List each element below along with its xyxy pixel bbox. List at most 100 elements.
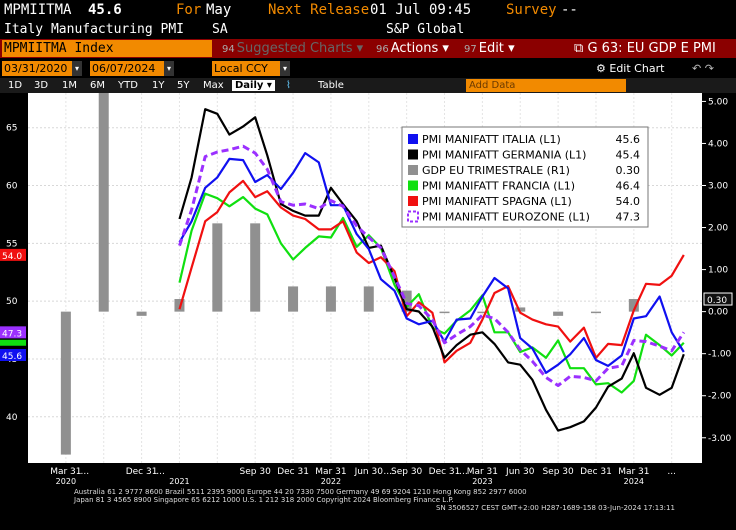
legend-swatch-germania — [408, 149, 418, 160]
gdp-bar — [363, 286, 374, 312]
last-value: 45.6 — [88, 2, 122, 18]
actions-button[interactable]: 96 Actions ▾ — [376, 41, 449, 56]
security-field[interactable]: MPMIITMA Index — [2, 40, 212, 57]
add-data-field[interactable]: Add Data — [466, 79, 626, 92]
last-value-tag — [703, 292, 733, 306]
legend-label: PMI MANIFATT EUROZONE (L1) — [422, 211, 590, 224]
right-tick-label: -3.00 — [708, 434, 732, 444]
chevron-down-icon: ▾ — [508, 41, 515, 56]
legend-value: 47.3 — [616, 211, 641, 224]
pmi-chart[interactable]: 404550556065 5.004.003.002.001.000.00-1.… — [0, 93, 736, 487]
currency-field[interactable]: Local CCY — [212, 61, 280, 76]
last-value-tag-label: 47.3 — [2, 329, 22, 339]
year-label: 2023 — [472, 477, 492, 486]
period-3d[interactable]: 3D — [34, 80, 49, 91]
period-1m[interactable]: 1M — [62, 80, 77, 91]
x-axis: Mar 31... Dec 31... Sep 30 Dec 31 Mar 31 Jun … — [50, 467, 676, 486]
for-period: May — [206, 2, 232, 18]
period-5y[interactable]: 5Y — [177, 80, 190, 91]
legend-swatch-eurozone — [407, 210, 419, 223]
period-1y[interactable]: 1Y — [152, 80, 165, 91]
legend-label: PMI MANIFATT ITALIA (L1) — [422, 133, 561, 146]
frequency-dropdown[interactable]: Daily ▾ — [232, 79, 275, 92]
period-1d[interactable]: 1D — [8, 80, 23, 91]
legend-swatch-italia — [408, 134, 418, 144]
year-label: 2021 — [169, 477, 189, 486]
legend-value: 45.6 — [616, 133, 641, 146]
adjustment: SA — [212, 22, 228, 37]
end-date-field[interactable]: 06/07/2024 — [90, 61, 164, 76]
edit-button[interactable]: 97 Edit ▾ — [464, 41, 515, 56]
x-tick-label: Jun 30 — [505, 467, 535, 477]
last-value-tag — [0, 326, 26, 339]
left-tick-label: 50 — [6, 297, 18, 307]
legend-label: PMI MANIFATT SPAGNA (L1) — [422, 195, 572, 208]
gdp-bar — [212, 223, 223, 312]
gdp-bar — [60, 311, 71, 455]
header-row: MPMIITMA 45.6 For May Next Release 01 Ju… — [0, 0, 736, 21]
line-chart-icon[interactable]: ⌇ — [286, 80, 291, 91]
series-line-spagna — [178, 179, 685, 364]
survey-label: Survey — [506, 2, 557, 18]
table-button[interactable]: Table — [318, 80, 344, 91]
left-tick-label: 60 — [6, 182, 18, 192]
ticker: MPMIITMA — [4, 2, 72, 18]
start-date-dropdown-icon[interactable]: ▾ — [72, 61, 82, 76]
gdp-bar — [515, 307, 526, 312]
right-tick-label: -2.00 — [708, 392, 732, 402]
x-tick-label: Sep 30 — [391, 467, 423, 477]
left-tick-label: 55 — [6, 239, 17, 249]
x-tick-label: Mar 31 — [315, 467, 346, 477]
currency-dropdown-icon[interactable]: ▾ — [280, 61, 290, 76]
gdp-bar — [628, 299, 639, 312]
footer-line-2: Japan 81 3 4565 8900 Singapore 65 6212 1… — [74, 496, 454, 504]
legend: PMI MANIFATT ITALIA (L1) 45.6 PMI MANIFATT… — [401, 126, 649, 228]
legend-value: 54.0 — [616, 195, 641, 208]
date-range-row: 03/31/2020 ▾ 06/07/2024 ▾ Local CCY ▾ ⚙ … — [0, 60, 736, 77]
last-value-tag — [0, 349, 26, 361]
period-row: 1D 3D 1M 6M YTD 1Y 5Y Max Daily ▾ ⌇ Tabl… — [0, 78, 736, 93]
legend-label: GDP EU TRIMESTRALE (R1) — [422, 164, 570, 177]
period-max[interactable]: Max — [203, 80, 224, 91]
gdp-bar — [439, 311, 450, 314]
series-line-germania — [178, 108, 685, 432]
x-tick-label: Sep 30 — [542, 467, 574, 477]
period-ytd[interactable]: YTD — [118, 80, 138, 91]
right-tick-label: 2.00 — [708, 224, 728, 234]
period-6m[interactable]: 6M — [90, 80, 105, 91]
last-value-tag — [0, 248, 26, 261]
legend-label: PMI MANIFATT FRANCIA (L1) — [422, 180, 575, 193]
series-line-eurozone — [178, 144, 686, 387]
gdp-bars — [60, 93, 639, 455]
edit-chart-button[interactable]: ⚙ Edit Chart — [596, 62, 665, 75]
chart-title-button[interactable]: ⧉ G 63: EU GDP E PMI — [574, 41, 716, 56]
right-tick-label: -1.00 — [708, 350, 732, 360]
x-tick-label: Jun 30 — [354, 467, 384, 477]
gdp-bar — [250, 223, 261, 312]
next-release-label: Next Release — [268, 2, 370, 18]
description: Italy Manufacturing PMI — [4, 22, 185, 37]
francia-tag — [0, 339, 26, 346]
gdp-bar — [590, 311, 601, 314]
gdp-bar — [98, 93, 109, 312]
suggested-charts-button[interactable]: 94 Suggested Charts ▾ — [222, 41, 364, 56]
gdp-bar — [553, 311, 564, 316]
left-tick-label: 65 — [6, 124, 17, 134]
next-release-date: 01 Jul 09:45 — [370, 2, 472, 18]
gdp-bar — [477, 311, 488, 314]
x-tick-label: Dec 31 — [580, 467, 612, 477]
end-date-dropdown-icon[interactable]: ▾ — [164, 61, 174, 76]
legend-value: 45.4 — [616, 149, 641, 162]
x-tick-label: ... — [383, 467, 392, 477]
start-date-field[interactable]: 03/31/2020 — [2, 61, 72, 76]
right-tick-label: 4.00 — [708, 139, 728, 149]
series-lines — [178, 108, 686, 432]
left-tick-label: 40 — [6, 413, 18, 423]
x-tick-label: ... — [459, 467, 468, 477]
last-value-tag-label: 0.30 — [707, 296, 727, 306]
last-value-tags: 54.0 47.3 45.6 0.30 — [0, 248, 733, 362]
year-label: 2022 — [321, 477, 341, 486]
x-tick-label: Mar 31 — [618, 467, 649, 477]
undo-redo-icons[interactable]: ↶ ↷ — [692, 62, 714, 75]
footer: Australia 61 2 9777 8600 Brazil 5511 239… — [0, 487, 736, 530]
